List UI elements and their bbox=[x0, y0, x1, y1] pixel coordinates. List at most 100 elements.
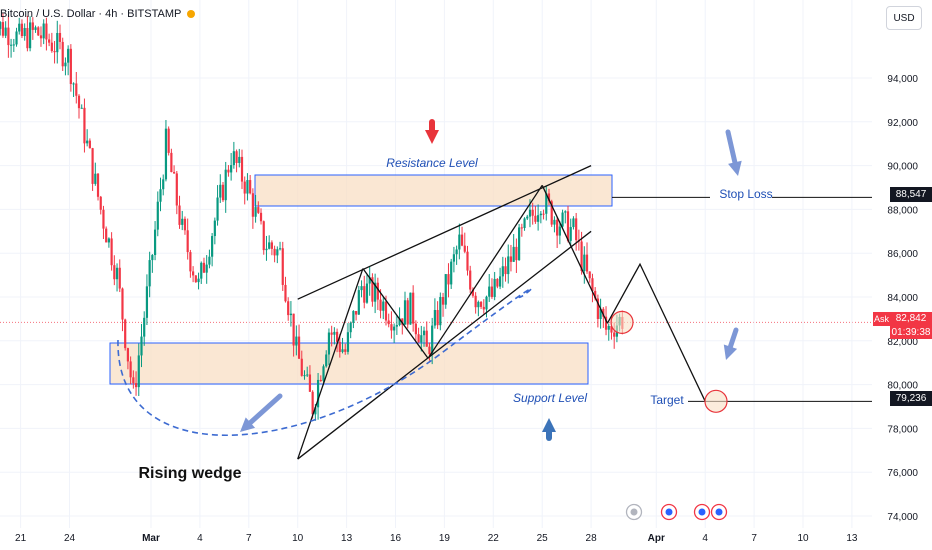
candle-body bbox=[327, 332, 331, 355]
candle-body bbox=[471, 289, 475, 296]
candle-body bbox=[542, 213, 545, 215]
candle-body bbox=[580, 241, 583, 272]
time-axis[interactable]: 21 24 Mar 4 7 10 13 16 19 22 25 28 Apr 4 7 10 13 bbox=[15, 533, 858, 544]
candle-body bbox=[1, 22, 5, 36]
price-tick-label: 94,000 bbox=[887, 74, 918, 85]
candle-body bbox=[192, 271, 195, 276]
candle-body bbox=[243, 181, 246, 194]
status-dot-icon bbox=[187, 10, 196, 18]
candle-body bbox=[509, 256, 513, 262]
time-tick-label: 25 bbox=[537, 533, 549, 544]
candle-body bbox=[91, 148, 94, 184]
resistance-down-arrow-icon bbox=[425, 119, 439, 144]
ask-label: Ask bbox=[873, 314, 889, 324]
candle-body bbox=[268, 242, 271, 249]
candle-body bbox=[230, 165, 233, 173]
resistance-zone[interactable] bbox=[254, 174, 613, 207]
candle-body bbox=[341, 349, 344, 352]
candle-body bbox=[83, 107, 86, 144]
candles bbox=[0, 13, 624, 421]
candle-body bbox=[330, 332, 333, 335]
candle-body bbox=[414, 323, 417, 335]
candle-body bbox=[178, 205, 181, 225]
candle-body bbox=[67, 48, 70, 63]
candle-body bbox=[431, 325, 434, 354]
candle-body bbox=[493, 278, 496, 297]
candle-body bbox=[259, 212, 263, 222]
target-arrow-icon-head bbox=[723, 344, 738, 360]
price-tick-label: 84,000 bbox=[887, 293, 918, 304]
candle-body bbox=[129, 361, 132, 378]
candle-body bbox=[357, 290, 360, 315]
time-tick-label: 19 bbox=[439, 533, 451, 544]
time-tick-label: 22 bbox=[488, 533, 500, 544]
time-tick-label: 7 bbox=[751, 533, 757, 544]
candle-body bbox=[37, 27, 40, 36]
time-tick-label: 21 bbox=[15, 533, 27, 544]
candle-body bbox=[591, 278, 594, 291]
candle-body bbox=[363, 286, 366, 303]
target-arrow-icon bbox=[723, 327, 739, 360]
candle-body bbox=[181, 218, 184, 225]
candle-body bbox=[355, 311, 358, 315]
stop-loss-price-tag: 88,547 bbox=[890, 187, 932, 202]
symbol-header[interactable]: Bitcoin / U.S. Dollar · 4h · BITSTAMP bbox=[0, 8, 196, 20]
time-tick-label: 7 bbox=[246, 533, 252, 544]
candle-body bbox=[48, 39, 51, 43]
symbol-title: Bitcoin / U.S. Dollar · 4h · BITSTAMP bbox=[0, 8, 182, 20]
candle-body bbox=[94, 173, 97, 184]
price-tick-label: 78,000 bbox=[887, 424, 918, 435]
candle-body bbox=[523, 218, 526, 229]
candle-body bbox=[512, 246, 515, 262]
candle-body bbox=[58, 32, 62, 42]
rounding-bottom-curve bbox=[117, 287, 533, 436]
candle-body bbox=[422, 330, 426, 336]
candle-body bbox=[458, 234, 461, 250]
current-price-value: 82,842 bbox=[895, 313, 927, 324]
candle-body bbox=[132, 377, 135, 384]
down-left-arrow-icon-head bbox=[240, 417, 256, 432]
price-axis[interactable]: 74,000 76,000 78,000 80,000 82,000 84,000 86,0… bbox=[872, 0, 932, 550]
candle-body bbox=[249, 180, 252, 194]
candle-body bbox=[115, 267, 119, 280]
support-up-arrow-icon-head bbox=[542, 418, 556, 432]
candle-body bbox=[31, 22, 34, 30]
candle-body bbox=[390, 324, 393, 331]
candle-body bbox=[376, 282, 379, 300]
candle-body bbox=[599, 308, 602, 319]
candle-body bbox=[7, 27, 10, 46]
candle-body bbox=[545, 193, 548, 214]
time-tick-label: 10 bbox=[797, 533, 809, 544]
candle-body bbox=[460, 234, 464, 246]
candle-body bbox=[262, 221, 265, 251]
candle-body bbox=[496, 278, 499, 287]
price-tick-label: 74,000 bbox=[887, 512, 918, 523]
candle-body bbox=[211, 236, 214, 257]
candle-body bbox=[300, 358, 303, 376]
candle-body bbox=[303, 375, 306, 377]
currency-label: USD bbox=[893, 12, 915, 24]
candle-body bbox=[393, 326, 396, 331]
candle-body bbox=[384, 301, 388, 321]
candle-body bbox=[556, 219, 559, 236]
event-marker-dot bbox=[715, 508, 723, 516]
candle-body bbox=[604, 316, 608, 330]
candle-body bbox=[23, 28, 26, 37]
wedge-line bbox=[541, 185, 608, 324]
target-label: Target bbox=[650, 393, 684, 407]
countdown-value: 01:39:38 bbox=[891, 326, 931, 338]
candle-body bbox=[15, 31, 18, 45]
currency-button[interactable]: USD bbox=[886, 6, 922, 30]
candle-body bbox=[105, 228, 108, 243]
candle-body bbox=[273, 248, 276, 256]
candle-body bbox=[148, 260, 151, 287]
candle-body bbox=[145, 286, 149, 318]
current-price-circle bbox=[610, 310, 634, 334]
stop-loss-arrow-icon bbox=[725, 129, 742, 176]
price-tick-label: 82,000 bbox=[887, 337, 918, 348]
grid bbox=[0, 0, 872, 528]
candle-body bbox=[526, 216, 529, 219]
price-tick-label: 88,000 bbox=[887, 205, 918, 216]
candle-body bbox=[164, 128, 168, 180]
